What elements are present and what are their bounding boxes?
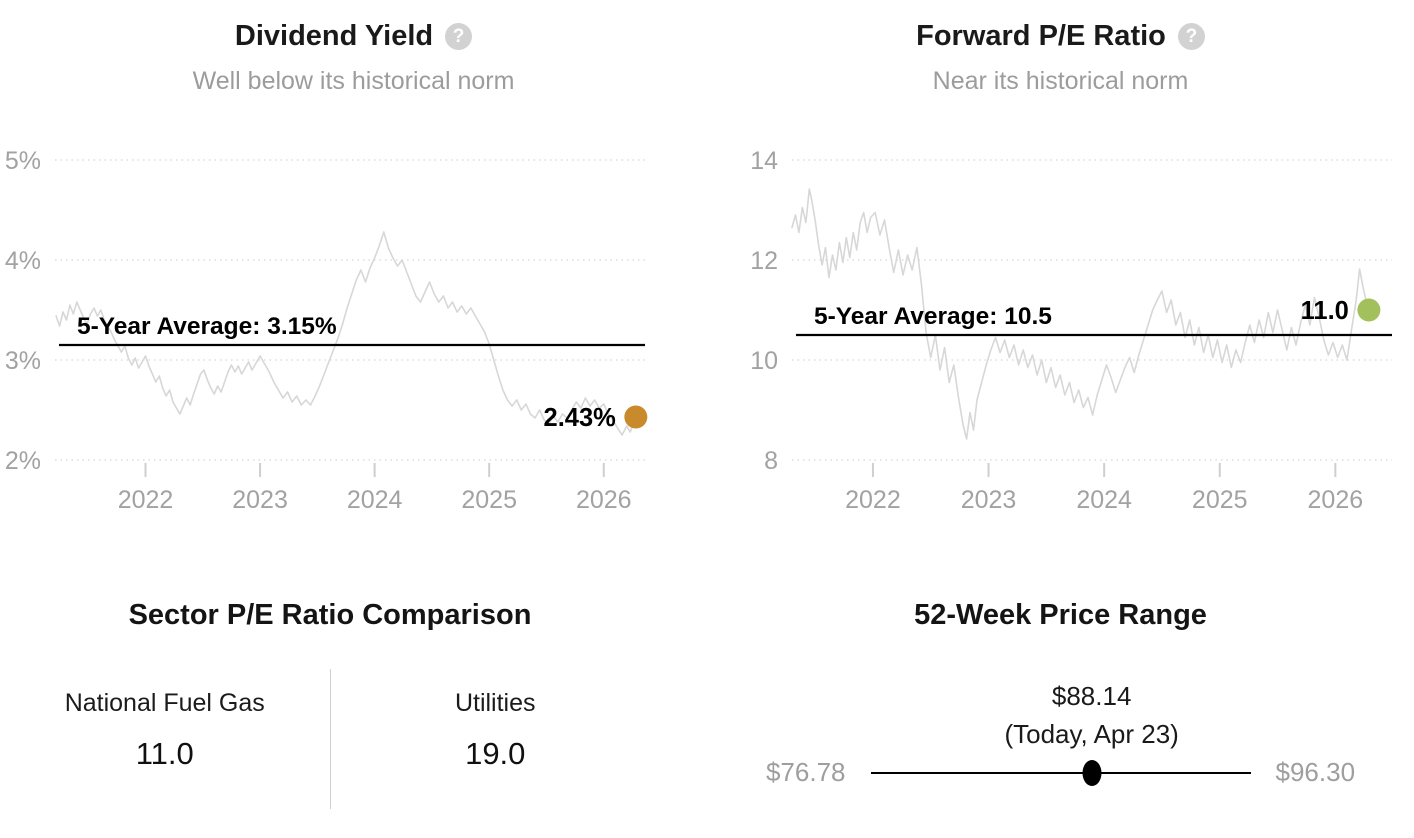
current-price: $88.14 [1051, 680, 1132, 711]
sector-pe-comparison-panel: Sector P/E Ratio Comparison National Fue… [0, 585, 660, 809]
svg-text:2023: 2023 [961, 486, 1017, 514]
current-price-date: (Today, Apr 23) [1004, 718, 1179, 749]
help-icon[interactable]: ? [1177, 22, 1205, 50]
svg-text:4%: 4% [5, 247, 41, 275]
svg-text:2024: 2024 [1076, 486, 1132, 514]
svg-text:3%: 3% [5, 347, 41, 375]
svg-text:2.43%: 2.43% [544, 404, 616, 432]
svg-text:8: 8 [764, 447, 778, 475]
chart-subtitle-forward-pe: Near its historical norm [932, 67, 1189, 95]
svg-text:11.0: 11.0 [1301, 297, 1349, 325]
valuation-summary-row: Sector P/E Ratio Comparison National Fue… [0, 585, 1414, 838]
svg-text:2025: 2025 [1192, 486, 1248, 514]
price-range-track-line [870, 771, 1251, 774]
price-range-slider: $76.78 $88.14 (Today, Apr 23) $96.30 [707, 681, 1414, 788]
help-icon[interactable]: ? [445, 22, 473, 50]
dividend-yield-panel: Dividend Yield ? Well below its historic… [0, 0, 707, 540]
svg-text:14: 14 [750, 147, 778, 175]
price-range-title: 52-Week Price Range [914, 599, 1207, 631]
column-divider [329, 669, 331, 809]
svg-text:2%: 2% [5, 447, 41, 475]
price-range-low: $76.78 [765, 757, 846, 787]
current-price-marker-dot [1082, 759, 1102, 786]
svg-text:5%: 5% [5, 147, 41, 175]
sector-comparison-columns: National Fuel Gas 11.0 Utilities 19.0 [0, 669, 660, 809]
sector-column-company: National Fuel Gas 11.0 [0, 669, 330, 809]
svg-text:2024: 2024 [347, 486, 403, 514]
dividend-yield-chart: 5% 4% 3% 2% 2022 2023 2024 2025 2026 5-Year Avera… [5, 147, 648, 514]
svg-text:2026: 2026 [576, 486, 632, 514]
svg-text:12: 12 [750, 247, 778, 275]
sector-column-sector: Utilities 19.0 [331, 669, 661, 809]
svg-text:2025: 2025 [461, 486, 517, 514]
forward-pe-chart: 14 12 10 8 2022 2023 2024 2025 2026 5-Year Averag… [750, 147, 1392, 514]
forward-pe-header: Forward P/E Ratio ? [707, 16, 1414, 56]
sector-comparison-title: Sector P/E Ratio Comparison [128, 599, 532, 631]
current-price-block: $88.14 (Today, Apr 23) [952, 681, 1232, 750]
price-range-track: $88.14 (Today, Apr 23) [870, 681, 1251, 786]
svg-text:5-Year Average: 3.15%: 5-Year Average: 3.15% [77, 313, 337, 340]
company-name: National Fuel Gas [64, 689, 265, 717]
company-pe-value: 11.0 [135, 736, 194, 771]
svg-text:2022: 2022 [118, 486, 174, 514]
svg-text:5-Year Average: 10.5: 5-Year Average: 10.5 [814, 303, 1052, 330]
price-range-high: $96.30 [1275, 757, 1356, 787]
sector-name: Utilities [454, 689, 536, 717]
forward-pe-panel: Forward P/E Ratio ? Near its historical … [707, 0, 1414, 540]
svg-text:2023: 2023 [232, 486, 288, 514]
svg-text:2026: 2026 [1308, 486, 1364, 514]
chart-title-forward-pe: Forward P/E Ratio [916, 19, 1166, 52]
svg-text:2022: 2022 [845, 486, 901, 514]
svg-text:10: 10 [750, 347, 778, 375]
chart-subtitle-dividend-yield: Well below its historical norm [192, 67, 515, 95]
valuation-charts-row: Dividend Yield ? Well below its historic… [0, 0, 1414, 540]
price-range-panel: 52-Week Price Range $76.78 $88.14 (Today… [707, 585, 1414, 788]
sector-pe-value: 19.0 [465, 736, 526, 771]
chart-title-dividend-yield: Dividend Yield [234, 19, 434, 52]
dividend-yield-header: Dividend Yield ? [0, 16, 707, 56]
